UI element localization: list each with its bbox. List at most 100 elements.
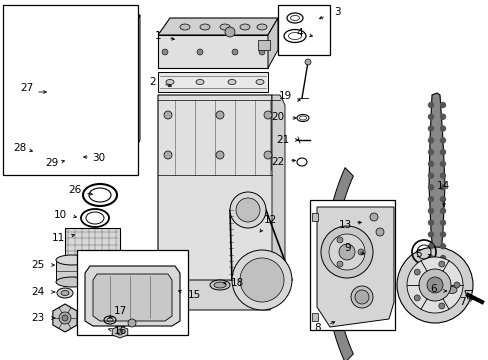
Circle shape bbox=[216, 151, 224, 159]
Circle shape bbox=[22, 42, 28, 48]
Polygon shape bbox=[158, 35, 267, 68]
Text: 22: 22 bbox=[271, 157, 284, 167]
Text: 25: 25 bbox=[31, 260, 44, 270]
Circle shape bbox=[440, 256, 445, 261]
Ellipse shape bbox=[196, 80, 203, 85]
Circle shape bbox=[338, 244, 354, 260]
Text: 11: 11 bbox=[51, 233, 64, 243]
Circle shape bbox=[406, 257, 462, 313]
Polygon shape bbox=[93, 274, 172, 321]
Circle shape bbox=[122, 132, 128, 138]
Text: 5: 5 bbox=[414, 249, 421, 259]
Text: 7: 7 bbox=[458, 297, 465, 307]
Ellipse shape bbox=[240, 24, 249, 30]
Circle shape bbox=[426, 277, 442, 293]
Polygon shape bbox=[53, 304, 77, 332]
Circle shape bbox=[427, 103, 433, 108]
Ellipse shape bbox=[52, 136, 97, 154]
Circle shape bbox=[440, 149, 445, 154]
Ellipse shape bbox=[165, 80, 174, 85]
Text: 26: 26 bbox=[68, 185, 81, 195]
Bar bbox=[311, 213, 317, 221]
Circle shape bbox=[264, 151, 271, 159]
Circle shape bbox=[357, 249, 363, 255]
Ellipse shape bbox=[209, 280, 229, 290]
Circle shape bbox=[375, 228, 383, 236]
Ellipse shape bbox=[59, 139, 91, 151]
Bar bbox=[56, 260, 88, 282]
Ellipse shape bbox=[56, 255, 88, 265]
Circle shape bbox=[114, 11, 122, 19]
Circle shape bbox=[86, 11, 94, 19]
Text: 8: 8 bbox=[314, 323, 321, 333]
Circle shape bbox=[328, 234, 364, 270]
Circle shape bbox=[427, 197, 433, 202]
Ellipse shape bbox=[22, 162, 38, 171]
Bar bbox=[309, 200, 394, 330]
Circle shape bbox=[427, 185, 433, 190]
Polygon shape bbox=[158, 95, 280, 295]
Text: 12: 12 bbox=[263, 215, 276, 225]
Ellipse shape bbox=[56, 277, 88, 287]
Polygon shape bbox=[112, 326, 127, 338]
Circle shape bbox=[440, 208, 445, 213]
Polygon shape bbox=[130, 15, 140, 160]
Ellipse shape bbox=[180, 24, 190, 30]
Circle shape bbox=[336, 237, 342, 243]
Text: 13: 13 bbox=[338, 220, 351, 230]
Circle shape bbox=[396, 247, 472, 323]
Ellipse shape bbox=[77, 162, 93, 171]
Ellipse shape bbox=[80, 164, 90, 170]
Circle shape bbox=[231, 250, 291, 310]
Polygon shape bbox=[158, 18, 278, 35]
Text: 18: 18 bbox=[230, 278, 243, 288]
Ellipse shape bbox=[446, 287, 456, 293]
Text: 16: 16 bbox=[113, 326, 126, 336]
Circle shape bbox=[440, 103, 445, 108]
Polygon shape bbox=[267, 18, 278, 68]
Circle shape bbox=[440, 161, 445, 166]
Ellipse shape bbox=[54, 22, 66, 28]
Circle shape bbox=[427, 161, 433, 166]
Ellipse shape bbox=[200, 24, 209, 30]
Text: 28: 28 bbox=[13, 143, 26, 153]
Ellipse shape bbox=[104, 22, 116, 28]
Circle shape bbox=[334, 303, 345, 313]
Circle shape bbox=[229, 192, 265, 228]
Circle shape bbox=[440, 220, 445, 225]
Bar bbox=[65, 228, 120, 260]
Circle shape bbox=[320, 226, 372, 278]
Circle shape bbox=[440, 138, 445, 143]
Circle shape bbox=[440, 126, 445, 131]
Ellipse shape bbox=[256, 80, 264, 85]
Ellipse shape bbox=[47, 162, 63, 171]
Circle shape bbox=[240, 258, 284, 302]
Circle shape bbox=[427, 244, 433, 249]
Text: 10: 10 bbox=[53, 210, 66, 220]
Circle shape bbox=[427, 256, 433, 261]
Circle shape bbox=[427, 126, 433, 131]
Polygon shape bbox=[20, 35, 130, 160]
Circle shape bbox=[197, 49, 203, 55]
Ellipse shape bbox=[227, 80, 236, 85]
Polygon shape bbox=[316, 207, 393, 327]
Circle shape bbox=[22, 132, 28, 138]
Circle shape bbox=[413, 269, 419, 275]
Text: 14: 14 bbox=[435, 181, 448, 191]
Ellipse shape bbox=[61, 291, 69, 296]
Circle shape bbox=[117, 329, 123, 335]
Circle shape bbox=[336, 261, 342, 267]
Polygon shape bbox=[158, 280, 280, 310]
Polygon shape bbox=[325, 168, 353, 360]
Circle shape bbox=[438, 303, 444, 309]
Circle shape bbox=[453, 282, 459, 288]
Circle shape bbox=[122, 87, 128, 93]
Circle shape bbox=[122, 42, 128, 48]
Text: 3: 3 bbox=[333, 7, 340, 17]
Ellipse shape bbox=[59, 49, 91, 61]
Circle shape bbox=[440, 197, 445, 202]
Circle shape bbox=[369, 213, 377, 221]
Text: 15: 15 bbox=[187, 290, 200, 300]
Circle shape bbox=[427, 208, 433, 213]
Circle shape bbox=[231, 49, 238, 55]
